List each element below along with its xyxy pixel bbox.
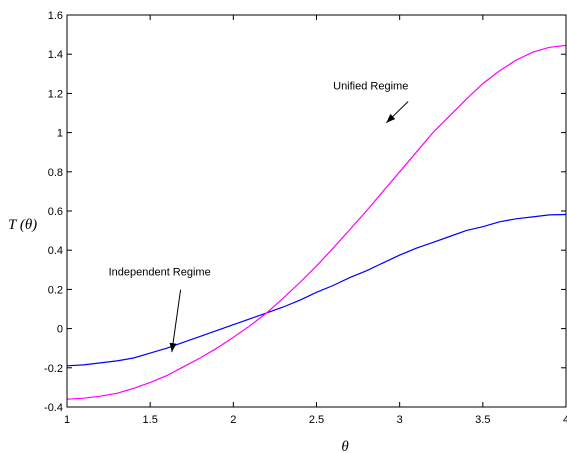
x-axis-ticks: 1 1.5 2 2.5 3 3.5 4 [64, 15, 567, 426]
x-tick-label: 1.5 [143, 414, 158, 426]
y-tick-label: 1.4 [48, 49, 63, 61]
y-tick-label: 1 [57, 128, 63, 140]
y-tick-label: 0.2 [48, 284, 63, 296]
annotation-arrowhead [169, 342, 177, 353]
y-tick-label: 0 [57, 324, 63, 336]
plot-frame [66, 14, 567, 408]
series-line-2 [66, 44, 567, 400]
y-tick-label: 1.6 [48, 10, 63, 22]
x-tick-label: 3.5 [475, 414, 490, 426]
x-tick-label: 4 [563, 414, 567, 426]
series-group [66, 44, 567, 400]
series-line-1 [66, 213, 567, 367]
y-tick-label: 0.4 [48, 245, 63, 257]
y-axis-label: T (θ) [8, 217, 37, 233]
y-tick-label: 0.6 [48, 206, 63, 218]
plot-area [67, 15, 566, 407]
x-tick-label: 2 [230, 414, 236, 426]
annotation-arrowhead [386, 114, 396, 123]
annotation-label: Independent Regime [109, 267, 211, 279]
y-tick-label: -0.2 [44, 363, 63, 375]
y-tick-label: 0.8 [48, 167, 63, 179]
x-tick-label: 2.5 [309, 414, 324, 426]
annotations-group: Unified Regime Independent Regime [109, 80, 409, 353]
y-tick-label: -0.4 [44, 402, 63, 414]
y-tick-label: 1.2 [48, 88, 63, 100]
annotation-arrow-line [171, 289, 182, 353]
x-tick-label: 3 [397, 414, 403, 426]
x-axis-label: θ [341, 439, 349, 453]
y-axis-ticks: -0.4 -0.2 0 0.2 0.4 0.6 0.8 1 1.2 1.4 1.6 [44, 10, 566, 414]
annotation-label: Unified Regime [333, 80, 408, 92]
x-tick-label: 1 [64, 414, 70, 426]
